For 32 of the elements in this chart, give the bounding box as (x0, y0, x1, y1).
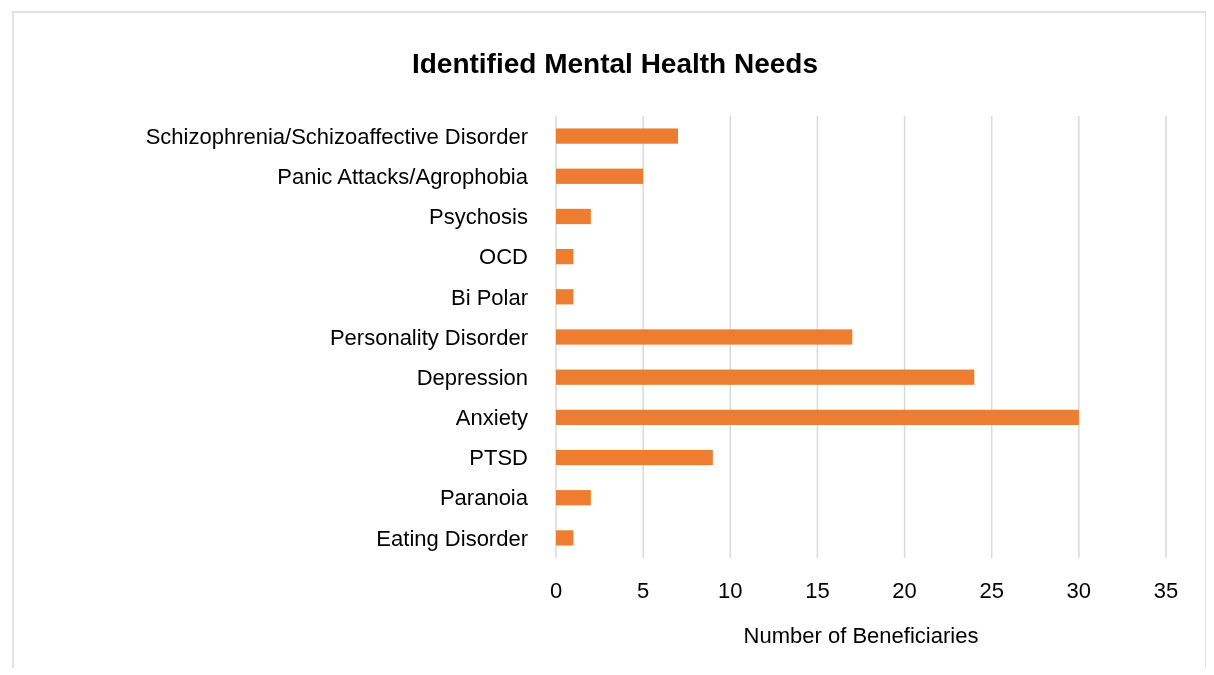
x-tick-label: 0 (549, 578, 563, 603)
x-tick-label: 5 (637, 578, 650, 603)
bar (556, 168, 644, 184)
bar (556, 329, 853, 345)
y-tick-label: Personality Disorder (329, 324, 528, 350)
y-tick-label: Bi Polar (450, 284, 528, 310)
bar (556, 289, 574, 305)
x-tick-label: 30 (1066, 578, 1092, 603)
x-axis-title: Number of Beneficiaries (743, 623, 979, 648)
x-tick-label: 25 (979, 578, 1004, 603)
bar (556, 369, 975, 385)
x-tick-label: 10 (718, 578, 743, 603)
y-tick-label: Psychosis (428, 204, 528, 230)
y-tick-label: Panic Attacks/Agrophobia (277, 163, 529, 189)
y-tick-label: Paranoia (439, 485, 529, 511)
y-tick-label: Schizophrenia/Schizoaffective Disorder (145, 123, 528, 149)
y-tick-label: PTSD (469, 445, 528, 471)
chart-title: Identified Mental Health Needs (411, 48, 819, 79)
bar (556, 530, 574, 546)
x-tick-label: 15 (805, 578, 830, 603)
y-tick-label: Eating Disorder (376, 525, 528, 551)
x-tick-label: 35 (1153, 578, 1179, 603)
bar (556, 490, 591, 506)
x-tick-label: 20 (892, 578, 917, 603)
y-tick-label: OCD (479, 244, 528, 270)
bar (556, 128, 678, 144)
bar (556, 449, 713, 466)
bar (556, 249, 574, 265)
bar (556, 409, 1079, 425)
y-tick-label: Depression (416, 364, 528, 390)
y-tick-label: Anxiety (455, 405, 528, 431)
bar (556, 208, 591, 225)
